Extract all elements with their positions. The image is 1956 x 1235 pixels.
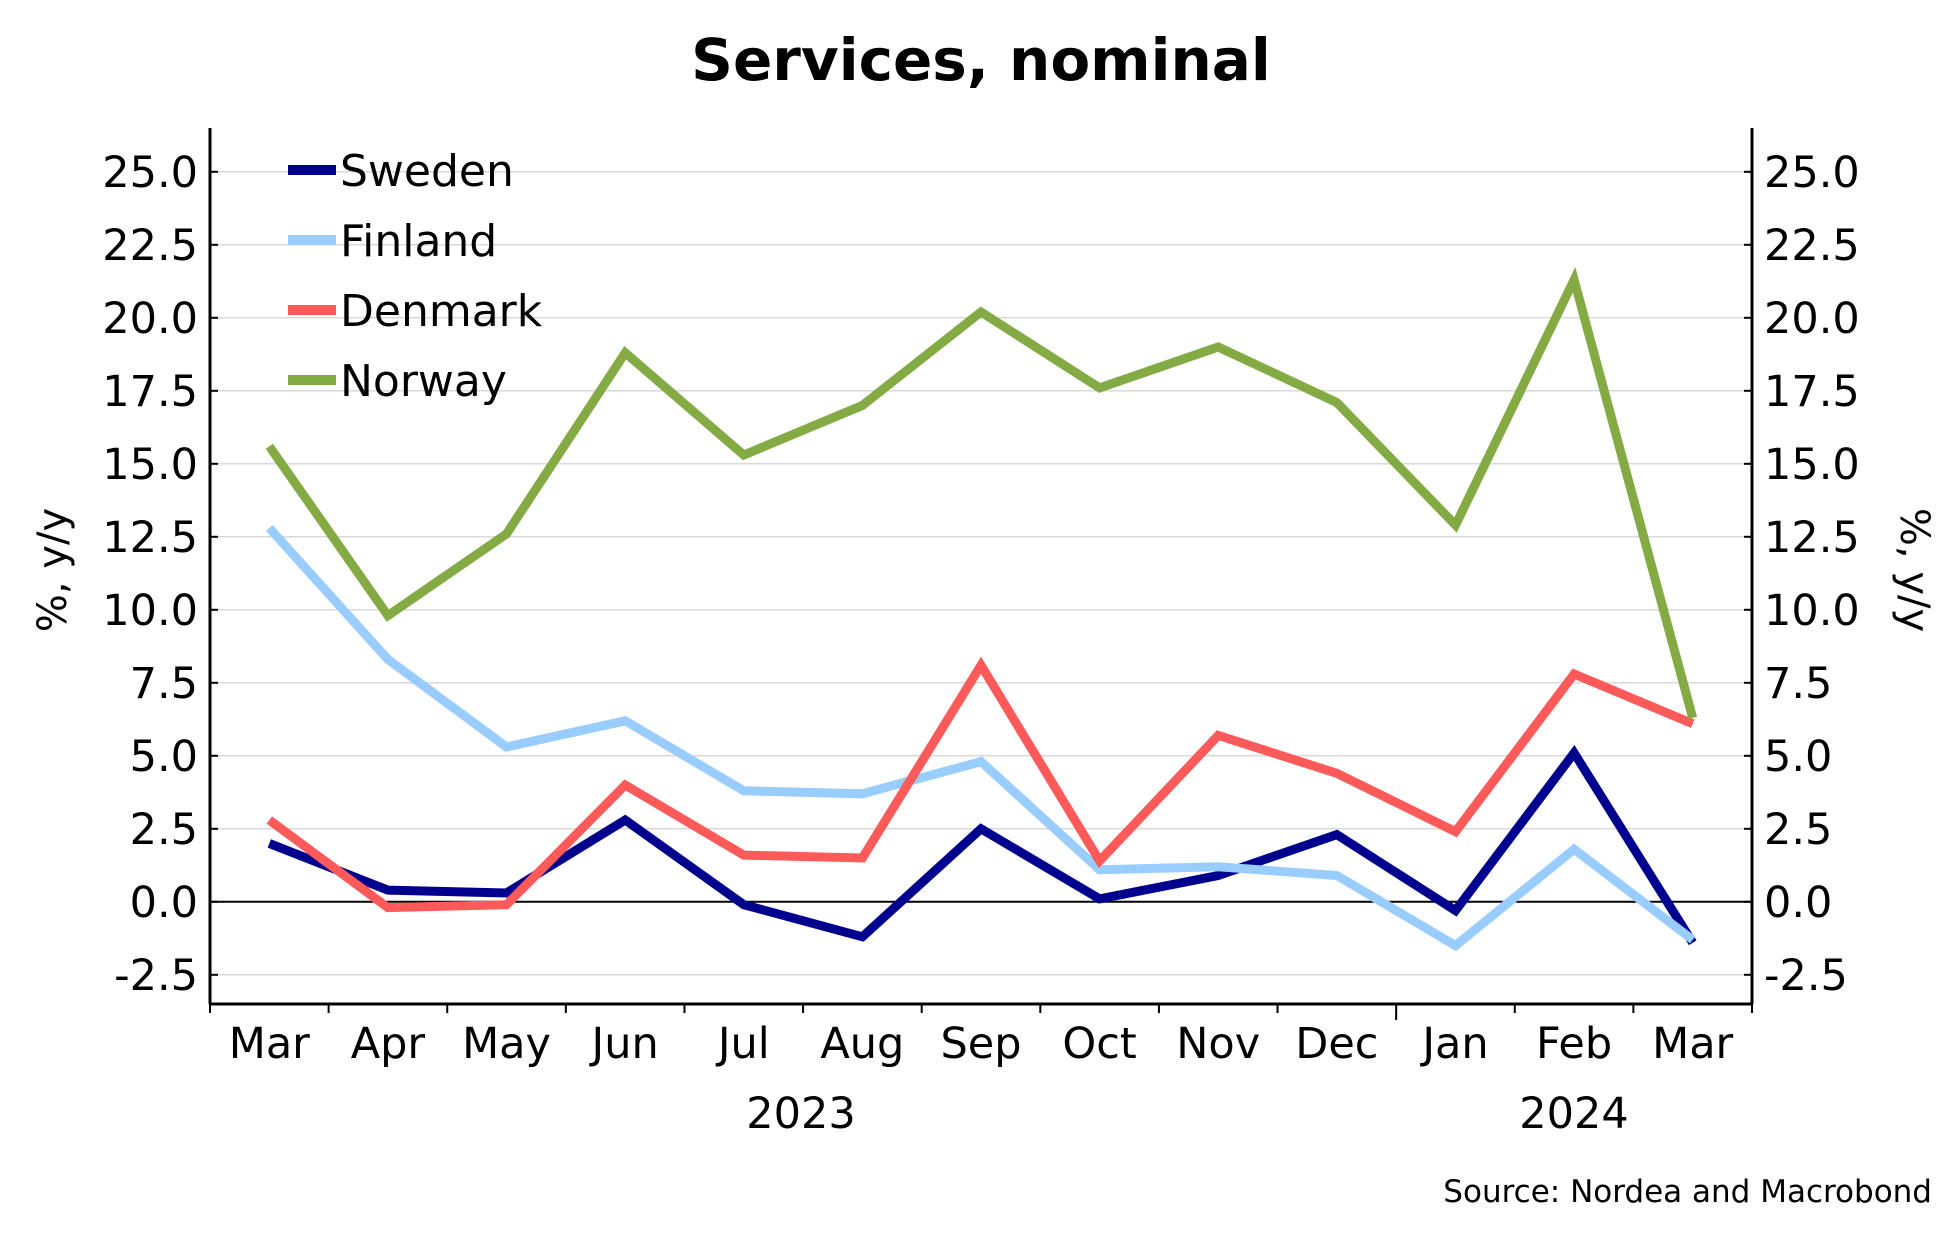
x-tick-label: Dec — [1295, 1019, 1378, 1069]
legend-label-norway: Norway — [340, 356, 507, 407]
x-tick-label: Jan — [1419, 1019, 1488, 1069]
x-tick-label: Sep — [940, 1019, 1021, 1069]
y-tick-label-right: 22.5 — [1764, 221, 1860, 271]
y-tick-label-left: 22.5 — [102, 221, 198, 271]
y-tick-label-left: 12.5 — [102, 513, 198, 563]
x-tick-label: Nov — [1176, 1019, 1260, 1069]
y-axis-label-right: %, y/y — [1891, 508, 1937, 632]
x-tick-label: Mar — [229, 1019, 310, 1069]
x-tick-label: Oct — [1062, 1019, 1136, 1069]
y-tick-label-right: 10.0 — [1764, 586, 1860, 636]
year-label-2023: 2023 — [746, 1089, 855, 1139]
y-tick-label-right: 7.5 — [1764, 659, 1832, 709]
x-tick-label: Jun — [589, 1019, 659, 1069]
series-line-norway — [265, 266, 1698, 719]
legend-label-sweden: Sweden — [340, 146, 514, 197]
gridlines — [210, 171, 1752, 976]
y-axis-label-left: %, y/y — [30, 508, 76, 632]
legend-label-finland: Finland — [340, 216, 497, 267]
series-lines — [265, 266, 1698, 952]
axes — [208, 128, 1754, 1006]
x-tick-marks — [209, 1004, 1753, 1020]
x-tick-label: Feb — [1536, 1019, 1612, 1069]
x-tick-label: May — [462, 1019, 551, 1069]
series-line-finland — [265, 524, 1696, 952]
y-tick-label-right: 17.5 — [1764, 367, 1860, 417]
y-tick-label-right: 12.5 — [1764, 513, 1860, 563]
right-tick-labels: 25.0 22.5 20.0 17.5 15.0 12.5 10.0 7.5 5.0 2.5 0.0… — [1744, 148, 1860, 1001]
y-tick-label-right: 20.0 — [1764, 294, 1860, 344]
x-tick-labels: Mar Apr May Jun Jul Aug Sep Oct Nov Dec Jan Feb Mar — [229, 1019, 1734, 1069]
y-tick-label-left: 20.0 — [102, 294, 198, 344]
x-tick-label: Apr — [351, 1019, 426, 1069]
x-tick-label: Aug — [820, 1019, 904, 1069]
y-tick-label-left: 2.5 — [130, 805, 198, 855]
y-tick-label-left: -2.5 — [114, 951, 198, 1001]
y-tick-label-left: 15.0 — [102, 440, 198, 490]
y-tick-label-left: 5.0 — [130, 732, 198, 782]
y-tick-label-left: 17.5 — [102, 367, 198, 417]
source-note: Source: Nordea and Macrobond — [1443, 1174, 1932, 1210]
y-tick-label-right: 25.0 — [1764, 148, 1860, 198]
x-tick-label: Mar — [1652, 1019, 1733, 1069]
y-tick-label-left: 25.0 — [102, 148, 198, 198]
y-tick-label-right: 2.5 — [1764, 805, 1832, 855]
y-tick-label-left: 7.5 — [130, 659, 198, 709]
y-tick-label-right: -2.5 — [1764, 951, 1848, 1001]
year-label-2024: 2024 — [1519, 1089, 1628, 1139]
legend-label-denmark: Denmark — [340, 286, 543, 337]
y-tick-label-left: 10.0 — [102, 586, 198, 636]
series-line-sweden — [267, 744, 1697, 946]
left-tick-labels: 25.0 22.5 20.0 17.5 15.0 12.5 10.0 7.5 5.0 2.5 0.0… — [102, 148, 218, 1001]
y-tick-label-right: 15.0 — [1764, 440, 1860, 490]
chart-title: Services, nominal — [691, 26, 1271, 94]
series-line-denmark — [266, 656, 1695, 913]
y-tick-label-left: 0.0 — [130, 878, 198, 928]
y-tick-label-right: 5.0 — [1764, 732, 1832, 782]
y-tick-label-right: 0.0 — [1764, 878, 1832, 928]
legend: Sweden Finland Denmark Norway — [288, 146, 543, 407]
x-tick-label: Jul — [715, 1019, 770, 1069]
